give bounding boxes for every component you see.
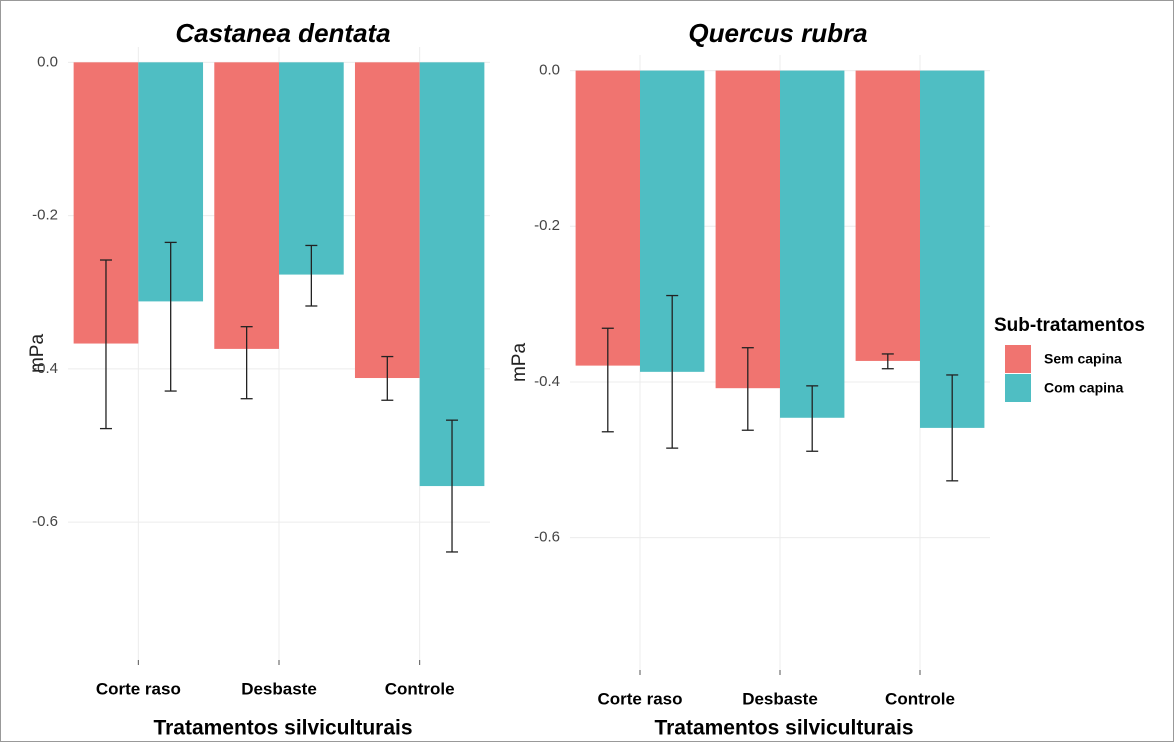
error-bar [305, 244, 318, 307]
legend-swatch [1005, 345, 1031, 373]
legend-label: Com capina [1044, 380, 1124, 396]
x-tick-label: Corte raso [96, 679, 181, 698]
x-axis-label: Tratamentos silviculturais [153, 717, 412, 740]
x-axis-label: Tratamentos silviculturais [654, 717, 913, 740]
bar [855, 70, 920, 361]
legend-swatch [1005, 374, 1031, 402]
legend-title: Sub-tratamentos [994, 315, 1145, 336]
bar [780, 70, 845, 418]
y-tick-label: 0.0 [37, 53, 58, 70]
bar [715, 70, 780, 389]
error-bar [601, 327, 614, 433]
error-bar [946, 374, 959, 482]
error-bar [806, 385, 819, 452]
bar [920, 70, 985, 428]
bar [354, 62, 420, 379]
error-bar [741, 347, 754, 431]
error-bar [381, 355, 394, 401]
x-tick-label: Corte raso [597, 689, 682, 708]
error-bar [666, 294, 679, 449]
chart-title: Castanea dentata [175, 18, 390, 48]
error-bar [240, 326, 253, 400]
legend-label: Sem capina [1044, 351, 1122, 367]
y-tick-label: -0.6 [32, 513, 58, 530]
error-bar [164, 241, 177, 392]
y-tick-label: -0.6 [534, 529, 560, 546]
x-tick-label: Controle [385, 679, 455, 698]
x-tick-label: Controle [885, 689, 955, 708]
bar [214, 62, 279, 349]
error-bar [446, 419, 459, 553]
bar [575, 70, 640, 366]
y-tick-label: -0.4 [32, 360, 58, 377]
y-axis-label: mPa [509, 343, 530, 383]
y-tick-label: -0.2 [534, 217, 560, 234]
error-bar [881, 353, 894, 370]
y-tick-label: 0.0 [539, 62, 560, 79]
x-tick-label: Desbaste [742, 689, 818, 708]
x-tick-label: Desbaste [241, 679, 317, 698]
error-bar [99, 259, 112, 430]
chart-title: Quercus rubra [688, 18, 867, 48]
bar [419, 62, 485, 487]
y-tick-label: -0.4 [534, 373, 560, 390]
y-axis-label: mPa [27, 334, 48, 374]
y-tick-label: -0.2 [32, 207, 58, 224]
bar [279, 62, 344, 275]
